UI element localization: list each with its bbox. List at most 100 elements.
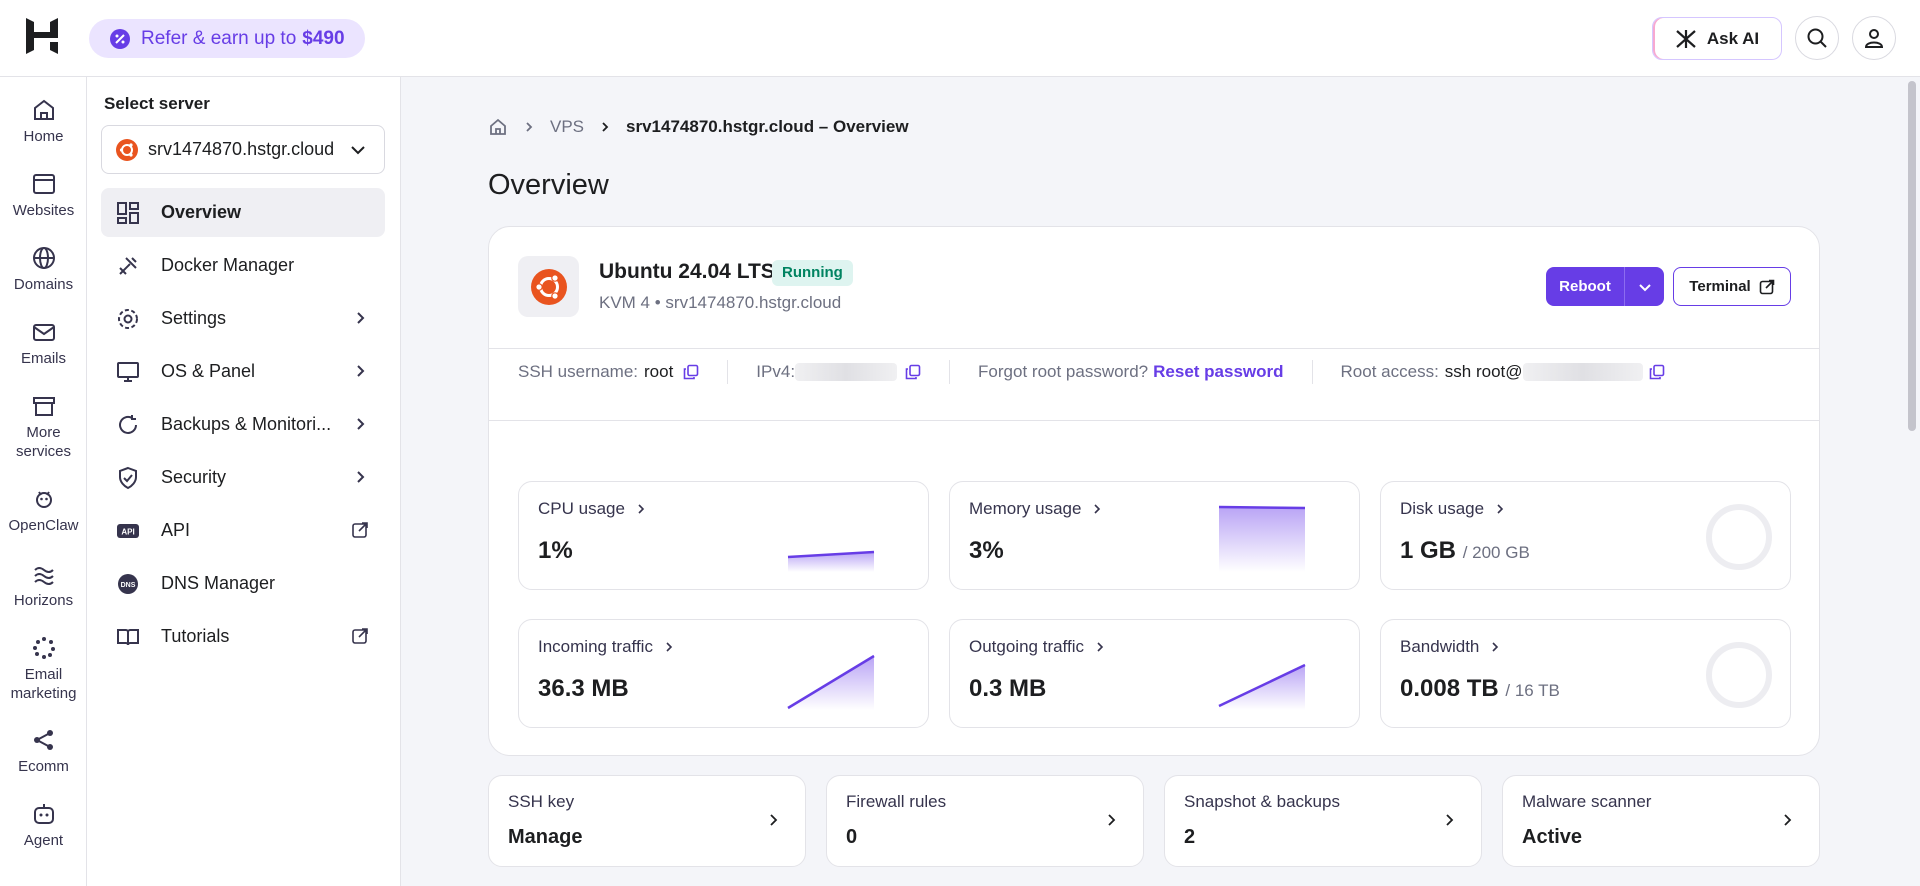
reboot-options-button[interactable] — [1624, 267, 1664, 306]
metric-total: / 200 GB — [1462, 543, 1530, 562]
account-button[interactable] — [1852, 16, 1896, 60]
sidebar-item-api[interactable]: API API — [101, 506, 385, 555]
refer-earn-banner[interactable]: Refer & earn up to $490 — [89, 19, 365, 58]
ask-ai-button[interactable]: Ask AI — [1652, 17, 1782, 60]
rail-label: Email marketing — [10, 666, 77, 702]
disk-usage-card[interactable]: Disk usage 1 GB / 200 GB — [1380, 481, 1791, 590]
sidebar-item-backups-monitoring[interactable]: Backups & Monitori... — [101, 400, 385, 449]
rail-label: Websites — [12, 202, 75, 219]
api-icon: API — [115, 518, 141, 544]
memory-usage-card[interactable]: Memory usage 3% — [949, 481, 1360, 590]
ipv4-value-redacted — [795, 363, 898, 381]
search-icon — [1807, 28, 1827, 48]
rail-label: More services — [15, 424, 71, 460]
bandwidth-card[interactable]: Bandwidth 0.008 TB / 16 TB — [1380, 619, 1791, 728]
rail-label: Emails — [20, 350, 66, 367]
os-name: Ubuntu 24.04 LTS — [599, 260, 775, 283]
rail-item-emails[interactable]: Emails — [0, 319, 87, 368]
forgot-password-label: Forgot root password? — [978, 362, 1149, 381]
home-icon — [33, 99, 54, 120]
refer-text: Refer & earn up to — [141, 27, 297, 49]
store-icon — [32, 397, 55, 416]
user-icon — [1864, 29, 1884, 48]
rail-label: Ecomm — [18, 758, 69, 775]
rail-label: Domains — [13, 276, 74, 293]
svg-text:DNS: DNS — [121, 582, 136, 589]
metric-label: Memory usage — [969, 499, 1082, 518]
sidebar-item-overview[interactable]: Overview — [101, 188, 385, 237]
sidebar-item-os-panel[interactable]: OS & Panel — [101, 347, 385, 396]
rail-item-domains[interactable]: Domains — [0, 245, 87, 294]
metric-label: Bandwidth — [1400, 637, 1480, 656]
copy-icon[interactable] — [1649, 364, 1665, 380]
chevron-right-icon — [1497, 504, 1504, 514]
card-value: 0 — [846, 826, 858, 848]
chevron-right-icon — [357, 418, 365, 430]
copy-icon[interactable] — [683, 364, 699, 380]
sidebar-item-settings[interactable]: Settings — [101, 294, 385, 343]
rail-label: Agent — [23, 832, 64, 849]
rail-item-horizons[interactable]: Horizons — [0, 561, 87, 610]
sidebar-item-tutorials[interactable]: Tutorials — [101, 612, 385, 661]
search-button[interactable] — [1795, 16, 1839, 60]
metric-label: Outgoing traffic — [969, 637, 1084, 656]
server-plan-hostname: KVM 4 • srv1474870.hstgr.cloud — [599, 293, 842, 312]
rail-item-agent[interactable]: Agent — [0, 801, 87, 850]
rail-item-websites[interactable]: Websites — [0, 171, 87, 220]
scrollbar-thumb[interactable] — [1908, 81, 1916, 431]
rail-label: Horizons — [13, 592, 74, 609]
page-scrollbar[interactable] — [1904, 77, 1920, 886]
incoming-traffic-card[interactable]: Incoming traffic 36.3 MB — [518, 619, 929, 728]
rail-item-ecomm[interactable]: Ecomm — [0, 727, 87, 776]
chevron-right-icon — [1097, 642, 1104, 652]
bandwidth-ring — [1706, 642, 1772, 708]
book-icon — [115, 624, 141, 650]
horizons-icon — [33, 567, 54, 585]
dns-icon: DNS — [115, 571, 141, 597]
hostinger-logo-icon[interactable] — [22, 16, 62, 56]
rail-item-openclaw[interactable]: OpenClaw — [0, 486, 87, 535]
copy-icon[interactable] — [905, 364, 921, 380]
malware-scanner-card[interactable]: Malware scanner Active — [1502, 775, 1820, 867]
gear-icon — [115, 306, 141, 332]
disk-usage-ring — [1706, 504, 1772, 570]
rail-item-more-services[interactable]: More services — [0, 393, 87, 461]
metric-value: 36.3 MB — [538, 675, 629, 702]
ask-ai-label: Ask AI — [1706, 28, 1760, 48]
chevron-right-icon — [666, 642, 673, 652]
cpu-usage-card[interactable]: CPU usage 1% — [518, 481, 929, 590]
metric-value: 0.008 TB — [1400, 675, 1499, 702]
snapshot-backups-card[interactable]: Snapshot & backups 2 — [1164, 775, 1482, 867]
server-overview-card: Ubuntu 24.04 LTS Running KVM 4 • srv1474… — [488, 226, 1820, 756]
metric-label: Incoming traffic — [538, 637, 653, 656]
breadcrumb-vps[interactable]: VPS — [550, 117, 585, 136]
server-select-dropdown[interactable]: srv1474870.hstgr.cloud — [101, 125, 385, 174]
sidebar-item-label: Docker Manager — [161, 255, 295, 275]
chevron-right-icon — [770, 814, 778, 826]
main-content: VPS srv1474870.hstgr.cloud – Overview Ov… — [401, 77, 1904, 886]
reset-password-link[interactable]: Reset password — [1153, 362, 1284, 381]
sidebar-item-security[interactable]: Security — [101, 453, 385, 502]
top-bar: Refer & earn up to $490 Ask AI — [0, 0, 1920, 77]
root-access-label: Root access: — [1340, 362, 1439, 381]
outgoing-traffic-card[interactable]: Outgoing traffic 0.3 MB — [949, 619, 1360, 728]
chevron-right-icon — [1784, 814, 1792, 826]
select-server-label: Select server — [104, 94, 210, 113]
home-icon[interactable] — [488, 117, 508, 137]
email-marketing-icon — [32, 637, 55, 659]
sidebar-item-dns-manager[interactable]: DNS DNS Manager — [101, 559, 385, 608]
external-link-icon — [352, 628, 368, 644]
card-value: Manage — [508, 826, 583, 848]
firewall-rules-card[interactable]: Firewall rules 0 — [826, 775, 1144, 867]
sidebar-item-docker-manager[interactable]: Docker Manager — [101, 241, 385, 290]
chevron-right-icon — [1446, 814, 1454, 826]
external-link-icon — [1759, 279, 1775, 294]
rail-item-email-marketing[interactable]: Email marketing — [0, 635, 87, 703]
external-link-icon — [352, 522, 368, 538]
main-nav-rail: Home Websites Domains Emails More servic… — [0, 77, 87, 886]
sidebar-item-label: Tutorials — [161, 626, 230, 646]
reboot-button[interactable]: Reboot — [1546, 267, 1624, 306]
ssh-key-card[interactable]: SSH key Manage — [488, 775, 806, 867]
terminal-button[interactable]: Terminal — [1673, 267, 1791, 306]
rail-item-home[interactable]: Home — [0, 97, 87, 146]
